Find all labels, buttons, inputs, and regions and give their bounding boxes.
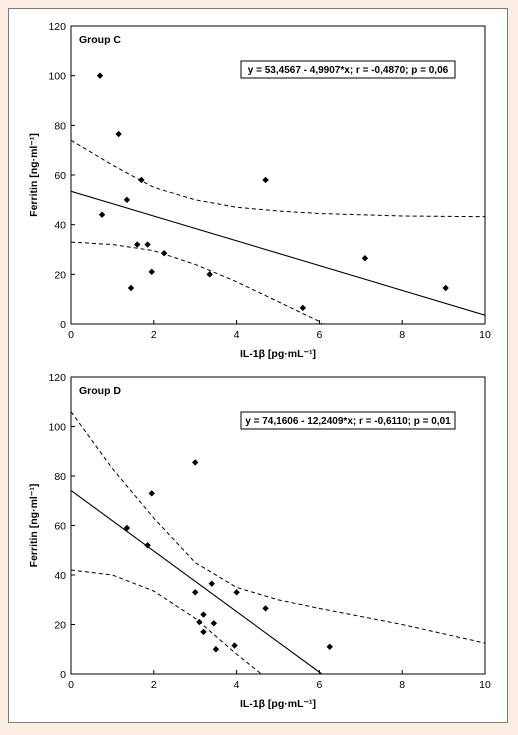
group-c-y-tick-label: 40 (54, 220, 66, 232)
group-d-x-axis-title: IL-1β [pg·mL⁻¹] (240, 698, 316, 710)
group-d-y-tick-label: 40 (54, 570, 66, 582)
group-d-data-point (262, 605, 269, 612)
group-c-y-tick-label: 120 (48, 21, 66, 33)
group-c-x-tick-label: 0 (68, 329, 74, 341)
group-d-equation-box (240, 411, 456, 430)
group-d-y-tick-label: 20 (54, 620, 66, 632)
group-c-x-tick-label: 10 (479, 329, 491, 341)
group-c-y-tick-label: 60 (54, 170, 66, 182)
group-d-y-tick-label: 100 (48, 422, 66, 434)
group-d-data-point (200, 628, 207, 636)
group-d-data-point (210, 620, 218, 627)
group-d-x-tick-label: 10 (479, 679, 491, 691)
group-d-data-point (148, 490, 155, 497)
group-c-x-tick-label: 8 (399, 329, 405, 341)
group-d-label: Group D (79, 385, 121, 397)
group-c-data-point (299, 304, 307, 312)
group-d-y-axis-title: Ferritin [ng·ml⁻¹] (28, 484, 40, 568)
group-c-x-tick-label: 4 (234, 329, 240, 341)
group-c-y-tick-label: 20 (54, 269, 66, 281)
group-d-confidence-upper (71, 411, 485, 644)
group-d-regression-line (71, 490, 323, 674)
group-d-data-point (208, 580, 215, 587)
group-c-data-point (144, 241, 151, 248)
group-d-series (71, 411, 485, 674)
group-c-data-point (98, 211, 106, 218)
group-d-data-point (200, 611, 207, 618)
group-c-data-point (115, 130, 122, 138)
group-d-data-point (192, 459, 199, 466)
group-d-equation-text: y = 74,1606 - 12,2409*x; r = -0,6110; p … (245, 416, 451, 427)
group-d-y-tick-label: 60 (54, 521, 66, 533)
group-d-x-tick-label: 6 (316, 679, 322, 691)
group-d-confidence-lower (71, 569, 263, 674)
group-d-data-point (212, 646, 220, 653)
group-c-series (71, 72, 485, 324)
group-c-confidence-lower (71, 241, 323, 324)
group-c-data-point (96, 72, 104, 79)
group-c-chart: 0 20 40 60 80 100 120 0 2 4 6 8 10 IL-1β [pg·mL⁻¹] Fer… (28, 21, 491, 360)
group-d-x-tick-label: 8 (399, 679, 405, 691)
group-c-data-point (127, 284, 135, 292)
group-d-x-tick-label: 2 (151, 679, 157, 691)
group-c-data-point (442, 284, 449, 292)
group-c-y-axis-title: Ferritin [ng·ml⁻¹] (28, 133, 40, 217)
group-d-data-point (196, 618, 203, 626)
figure-frame: 0 20 40 60 80 100 120 0 2 4 6 8 10 IL-1β [pg·mL⁻¹] Fer… (8, 8, 508, 723)
group-d-data-point (326, 643, 333, 650)
group-c-regression-line (71, 190, 485, 316)
group-c-data-point (206, 271, 213, 278)
group-c-y-tick-label: 100 (48, 71, 66, 83)
group-c-label: Group C (79, 34, 121, 46)
group-d-y-tick-label: 0 (60, 669, 66, 681)
group-c-data-point (138, 176, 145, 184)
group-d-data-point (144, 542, 151, 549)
group-c-equation-text: y = 53,4567 - 4,9907*x; r = -0,4870; p =… (248, 65, 449, 76)
group-c-confidence-upper (71, 139, 485, 218)
group-c-equation-box (240, 60, 456, 79)
group-d-data-point (192, 589, 199, 596)
group-d-x-tick-label: 0 (68, 679, 74, 691)
group-d-data-point (233, 589, 240, 596)
group-d-y-tick-label: 120 (48, 372, 66, 384)
group-c-data-point (160, 250, 168, 257)
group-c-data-point (123, 196, 131, 204)
group-c-data-point (148, 268, 155, 276)
group-c-x-tick-label: 2 (151, 329, 157, 341)
group-c-data-point (134, 241, 141, 248)
group-d-chart: 0 20 40 60 80 100 120 0 2 4 6 8 10 IL-1β [pg·mL⁻¹] Fer… (28, 372, 491, 710)
group-d-x-tick-label: 4 (234, 679, 240, 691)
group-c-y-tick-label: 0 (60, 319, 66, 331)
group-c-data-point (262, 176, 269, 184)
group-d-y-tick-label: 80 (54, 471, 66, 483)
group-c-y-tick-label: 80 (54, 120, 66, 132)
group-c-x-axis-title: IL-1β [pg·mL⁻¹] (240, 348, 316, 360)
group-c-data-point (361, 254, 369, 262)
group-d-data-point (123, 524, 131, 532)
group-c-x-tick-label: 6 (316, 329, 322, 341)
group-d-data-point (231, 642, 238, 649)
